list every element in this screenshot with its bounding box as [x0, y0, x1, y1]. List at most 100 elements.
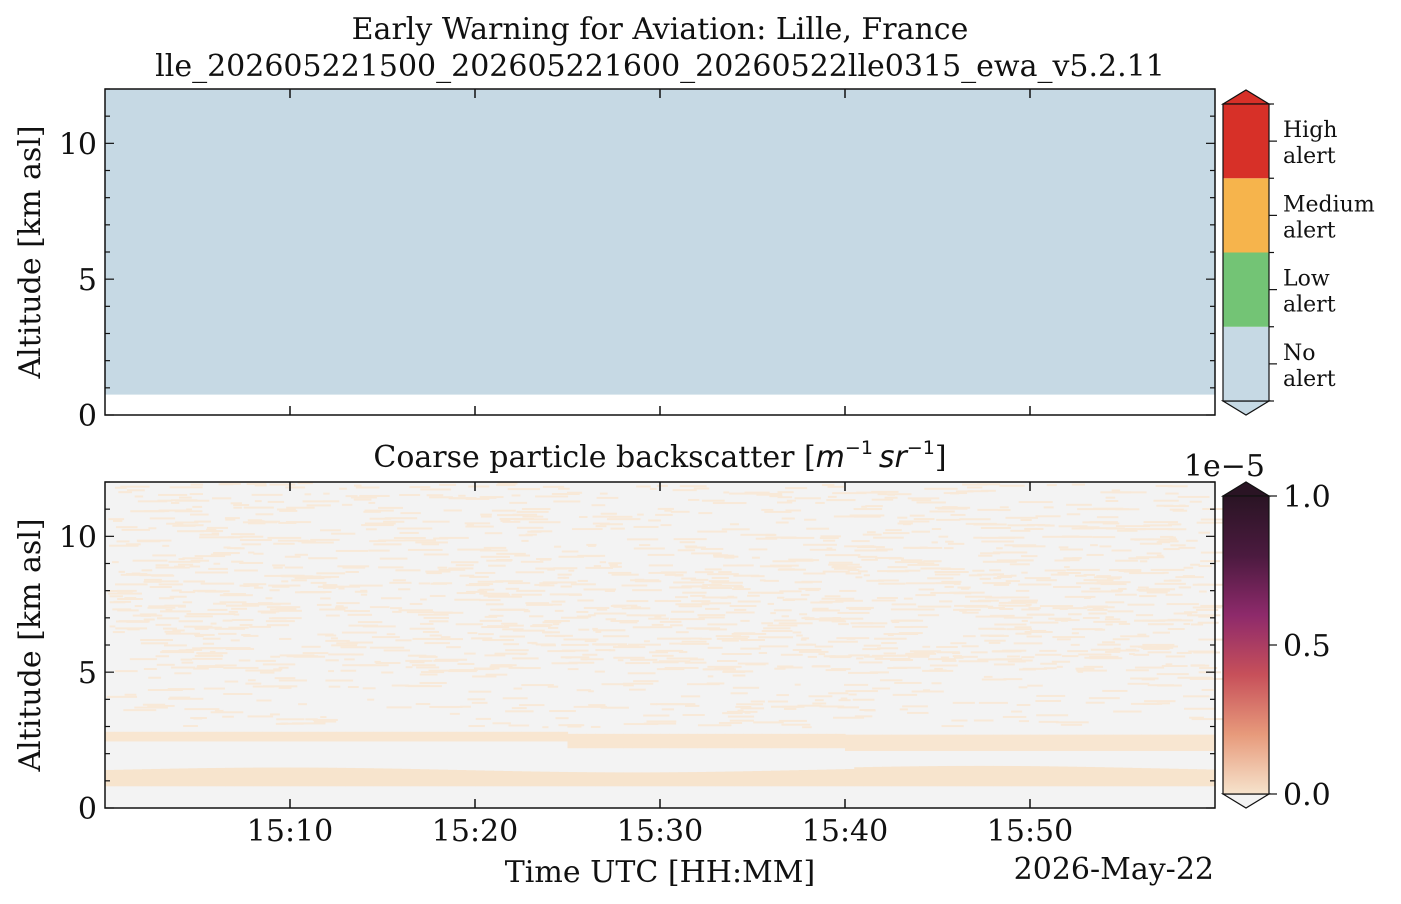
speckle-cell [652, 654, 674, 657]
speckle-cell [1200, 606, 1222, 609]
speckle-cell [1117, 529, 1138, 532]
bottom-x-axis-label: Time UTC [HH:MM] [505, 855, 815, 890]
speckle-cell [828, 692, 849, 695]
speckle-cell [617, 659, 624, 662]
speckle-cell [1136, 588, 1146, 591]
speckle-cell [323, 492, 330, 495]
speckle-cell [803, 572, 826, 575]
speckle-cell [468, 485, 490, 488]
speckle-cell [248, 522, 266, 525]
speckle-cell [1105, 650, 1121, 653]
upper-layer-cell [1104, 734, 1114, 751]
upper-layer-cell [1205, 734, 1216, 751]
lower-layer-cell [465, 770, 476, 787]
speckle-cell [1066, 568, 1100, 571]
speckle-cell [903, 597, 913, 600]
speckle-cell [682, 713, 705, 716]
lower-layer-cell [1057, 766, 1068, 787]
speckle-cell [688, 498, 700, 501]
speckle-cell [124, 597, 137, 600]
speckle-cell [767, 602, 775, 605]
upper-layer-cell [798, 733, 809, 749]
speckle-cell [490, 608, 525, 611]
speckle-cell [914, 608, 935, 611]
speckle-cell [284, 555, 301, 558]
speckle-cell [1061, 655, 1079, 658]
speckle-cell [578, 628, 590, 631]
speckle-cell [909, 650, 942, 653]
speckle-cell [286, 655, 319, 658]
speckle-cell [353, 484, 362, 487]
speckle-cell [659, 620, 682, 623]
speckle-cell [1190, 623, 1204, 626]
speckle-cell [200, 530, 224, 533]
speckle-cell [1134, 666, 1165, 669]
speckle-cell [819, 705, 826, 708]
speckle-cell [978, 627, 1005, 630]
speckle-cell [576, 610, 589, 613]
speckle-cell [773, 619, 797, 622]
speckle-cell [809, 548, 837, 551]
speckle-cell [1139, 542, 1162, 545]
lower-layer-cell [937, 766, 948, 787]
speckle-cell [106, 695, 138, 698]
lower-layer-cell [863, 767, 874, 787]
speckle-cell [1165, 663, 1173, 666]
lower-layer-cell [327, 767, 337, 787]
lower-layer-cell [160, 768, 171, 787]
speckle-cell [588, 614, 596, 617]
speckle-cell [316, 603, 332, 606]
speckle-cell [857, 570, 868, 573]
speckle-cell [967, 490, 989, 493]
speckle-cell [497, 482, 518, 485]
speckle-cell [213, 552, 240, 555]
speckle-cell [480, 513, 492, 516]
speckle-cell [239, 561, 264, 564]
lower-layer-cell [974, 765, 985, 787]
speckle-cell [512, 657, 539, 660]
speckle-cell [625, 662, 651, 665]
upper-layer-cell [299, 731, 310, 742]
speckle-cell [968, 574, 982, 577]
speckle-cell [1059, 548, 1084, 551]
speckle-cell [999, 574, 1013, 577]
speckle-cell [1048, 617, 1072, 620]
speckle-cell [460, 705, 471, 708]
speckle-cell [254, 500, 262, 503]
speckle-cell [1015, 589, 1030, 592]
speckle-cell [519, 667, 541, 670]
upper-layer-cell [974, 734, 985, 751]
speckle-cell [194, 520, 212, 523]
speckle-cell [781, 517, 795, 520]
upper-layer-cell [706, 733, 717, 749]
lower-layer-cell [1113, 767, 1124, 787]
speckle-cell [201, 613, 236, 616]
speckle-cell [439, 536, 469, 539]
speckle-cell [973, 719, 994, 722]
lower-layer-cell [854, 767, 865, 787]
speckle-cell [400, 512, 421, 515]
lower-layer-cell [1178, 768, 1188, 787]
speckle-cell [1084, 596, 1092, 599]
speckle-cell [405, 666, 413, 669]
colorbar-segment [1223, 178, 1269, 253]
speckle-cell [392, 579, 406, 582]
speckle-cell [1052, 636, 1086, 639]
speckle-cell [507, 488, 541, 491]
speckle-cell [147, 689, 183, 692]
speckle-cell [499, 635, 526, 638]
speckle-cell [418, 655, 438, 658]
speckle-cell [844, 683, 869, 686]
bottom-title-text: Coarse particle backscatter [373, 440, 804, 475]
speckle-cell [511, 494, 521, 497]
lower-layer-cell [373, 768, 384, 787]
speckle-cell [807, 655, 817, 658]
speckle-cell [301, 645, 321, 648]
speckle-cell [118, 491, 133, 494]
speckle-cell [594, 670, 605, 673]
upper-layer-cell [1002, 734, 1013, 751]
lower-layer-cell [641, 772, 652, 787]
speckle-cell [1046, 484, 1057, 487]
speckle-cell [709, 584, 743, 587]
